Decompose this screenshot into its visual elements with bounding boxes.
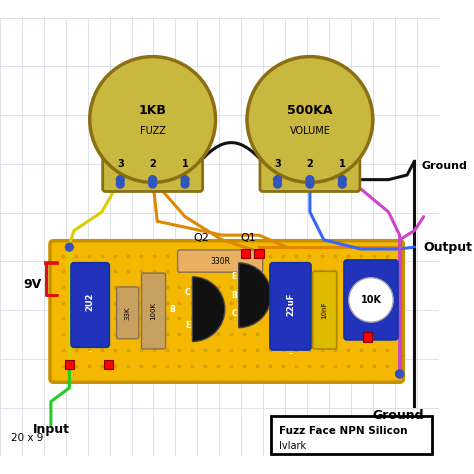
FancyBboxPatch shape bbox=[71, 263, 109, 347]
FancyBboxPatch shape bbox=[313, 271, 337, 349]
FancyBboxPatch shape bbox=[117, 287, 139, 339]
Text: C: C bbox=[185, 288, 191, 297]
Text: VOLUME: VOLUME bbox=[290, 126, 330, 136]
Text: 100K: 100K bbox=[151, 302, 156, 320]
Text: 500KA: 500KA bbox=[287, 104, 333, 117]
Text: -: - bbox=[289, 347, 292, 358]
Text: IvIark: IvIark bbox=[279, 441, 307, 451]
Circle shape bbox=[273, 180, 282, 189]
Text: 330R: 330R bbox=[210, 256, 230, 265]
Circle shape bbox=[305, 175, 315, 184]
Bar bbox=[255, 249, 264, 258]
Text: 3: 3 bbox=[274, 159, 281, 169]
Text: Fuzz Face NPN Silicon: Fuzz Face NPN Silicon bbox=[279, 426, 408, 436]
Bar bbox=[363, 332, 372, 342]
Text: 1: 1 bbox=[182, 159, 188, 169]
Circle shape bbox=[273, 175, 282, 184]
FancyBboxPatch shape bbox=[103, 151, 202, 191]
Text: C: C bbox=[231, 309, 237, 318]
FancyBboxPatch shape bbox=[271, 416, 432, 455]
Circle shape bbox=[116, 175, 125, 184]
Circle shape bbox=[337, 180, 347, 189]
Text: 2: 2 bbox=[307, 159, 313, 169]
Text: Input: Input bbox=[32, 423, 69, 436]
Wedge shape bbox=[192, 277, 225, 342]
Text: B: B bbox=[231, 291, 237, 300]
Circle shape bbox=[337, 175, 347, 184]
FancyBboxPatch shape bbox=[142, 273, 165, 349]
Circle shape bbox=[148, 180, 157, 189]
Text: FUZZ: FUZZ bbox=[140, 126, 165, 136]
Text: 1: 1 bbox=[339, 159, 346, 169]
Wedge shape bbox=[239, 263, 271, 328]
Text: Q2: Q2 bbox=[194, 233, 210, 243]
Text: Ground: Ground bbox=[422, 161, 468, 171]
Circle shape bbox=[349, 278, 393, 322]
Text: -: - bbox=[88, 346, 92, 356]
Circle shape bbox=[247, 56, 373, 182]
Circle shape bbox=[181, 180, 190, 189]
Text: 1KB: 1KB bbox=[139, 104, 166, 117]
Text: Q1: Q1 bbox=[240, 233, 256, 243]
Circle shape bbox=[90, 56, 216, 182]
Text: 2: 2 bbox=[149, 159, 156, 169]
Text: 3: 3 bbox=[117, 159, 124, 169]
Text: 10K: 10K bbox=[360, 295, 382, 305]
FancyBboxPatch shape bbox=[344, 260, 398, 340]
Text: 9V: 9V bbox=[23, 278, 42, 291]
Bar bbox=[65, 360, 74, 369]
Circle shape bbox=[181, 175, 190, 184]
Text: 2U2: 2U2 bbox=[85, 292, 94, 311]
Text: 22uF: 22uF bbox=[286, 293, 295, 316]
Bar bbox=[104, 360, 113, 369]
Text: 10nF: 10nF bbox=[322, 301, 328, 319]
Text: 20 x 9: 20 x 9 bbox=[11, 433, 44, 443]
Circle shape bbox=[305, 180, 315, 189]
Circle shape bbox=[395, 369, 404, 379]
Text: E: E bbox=[185, 321, 191, 330]
Text: E: E bbox=[231, 272, 237, 281]
Circle shape bbox=[395, 369, 404, 379]
FancyBboxPatch shape bbox=[260, 151, 360, 191]
Circle shape bbox=[116, 180, 125, 189]
Bar bbox=[240, 249, 250, 258]
FancyBboxPatch shape bbox=[270, 263, 311, 350]
Circle shape bbox=[148, 175, 157, 184]
Text: 33K: 33K bbox=[125, 306, 131, 319]
Text: Ground: Ground bbox=[372, 409, 424, 422]
FancyBboxPatch shape bbox=[178, 250, 263, 272]
Circle shape bbox=[65, 243, 74, 252]
Text: Output: Output bbox=[424, 241, 473, 254]
Text: B: B bbox=[169, 305, 175, 314]
FancyBboxPatch shape bbox=[50, 241, 403, 382]
